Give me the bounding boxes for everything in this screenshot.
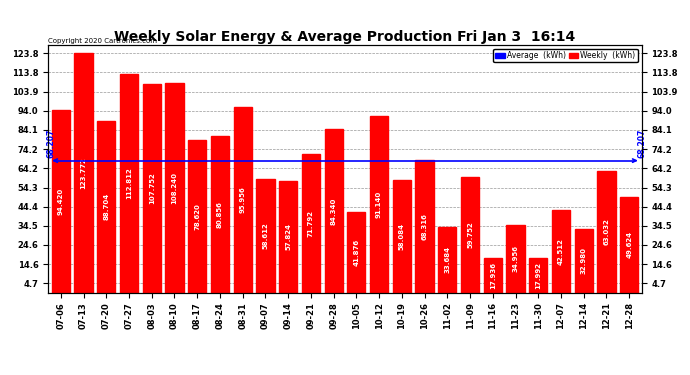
Bar [598, 171, 615, 292]
Bar [143, 84, 161, 292]
Text: 80.856: 80.856 [217, 201, 223, 228]
Bar [234, 107, 252, 292]
Bar [75, 53, 92, 292]
Text: 94.420: 94.420 [58, 188, 63, 215]
Bar [166, 83, 184, 292]
Bar [302, 154, 320, 292]
Bar [52, 110, 70, 292]
Text: 33.684: 33.684 [444, 246, 451, 273]
Text: 58.612: 58.612 [262, 222, 268, 249]
Text: 68.207: 68.207 [637, 128, 647, 158]
Text: 17.992: 17.992 [535, 262, 541, 289]
Bar [120, 74, 138, 292]
Bar [370, 116, 388, 292]
Text: 49.624: 49.624 [627, 231, 632, 258]
Bar [256, 179, 275, 292]
Text: 68.316: 68.316 [422, 213, 428, 240]
Text: 91.140: 91.140 [376, 191, 382, 218]
Text: 108.240: 108.240 [172, 172, 177, 204]
Bar [484, 258, 502, 292]
Text: 17.936: 17.936 [490, 262, 496, 289]
Bar [415, 160, 434, 292]
Bar [438, 227, 456, 292]
Text: 57.824: 57.824 [285, 223, 291, 250]
Text: 68.207: 68.207 [46, 128, 55, 158]
Text: 63.032: 63.032 [604, 218, 609, 245]
Bar [620, 196, 638, 292]
Text: 59.752: 59.752 [467, 221, 473, 248]
Bar [393, 180, 411, 292]
Text: 84.340: 84.340 [331, 197, 337, 225]
Bar [575, 229, 593, 292]
Text: 123.772: 123.772 [81, 157, 86, 189]
Text: Copyright 2020 Cartronics.com: Copyright 2020 Cartronics.com [48, 38, 157, 44]
Legend: Average  (kWh), Weekly  (kWh): Average (kWh), Weekly (kWh) [493, 49, 638, 62]
Title: Weekly Solar Energy & Average Production Fri Jan 3  16:14: Weekly Solar Energy & Average Production… [115, 30, 575, 44]
Text: 41.876: 41.876 [353, 238, 359, 266]
Text: 32.980: 32.980 [581, 247, 586, 274]
Bar [506, 225, 524, 292]
Bar [211, 136, 229, 292]
Text: 34.956: 34.956 [513, 245, 518, 272]
Text: 107.752: 107.752 [149, 172, 155, 204]
Text: 78.620: 78.620 [194, 203, 200, 230]
Bar [347, 211, 366, 292]
Bar [461, 177, 479, 292]
Bar [529, 258, 547, 292]
Text: 88.704: 88.704 [104, 193, 109, 220]
Bar [188, 141, 206, 292]
Text: 95.956: 95.956 [239, 186, 246, 213]
Text: 71.792: 71.792 [308, 210, 314, 237]
Text: 112.812: 112.812 [126, 168, 132, 199]
Bar [552, 210, 570, 292]
Bar [279, 181, 297, 292]
Bar [97, 121, 115, 292]
Text: 58.084: 58.084 [399, 223, 405, 250]
Bar [324, 129, 343, 292]
Text: 42.512: 42.512 [558, 238, 564, 265]
